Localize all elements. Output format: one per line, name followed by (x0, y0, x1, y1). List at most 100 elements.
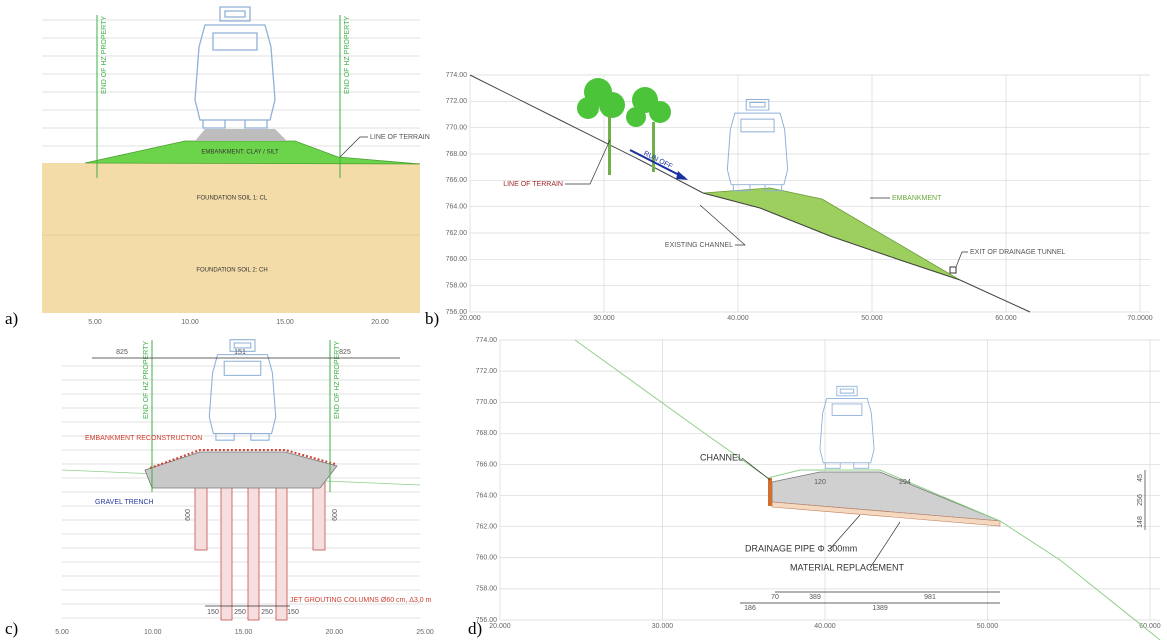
x-tick-label: 15.00 (235, 629, 253, 636)
x-tick-label: 50.000 (977, 623, 999, 630)
y-tick-label: 764.00 (446, 204, 468, 211)
reconstruction-label: EMBANKMENT RECONSTRUCTION (85, 435, 202, 442)
ballast (195, 129, 287, 141)
trench-label: GRAVEL TRENCH (95, 499, 154, 506)
runoff-arrowhead (676, 171, 688, 180)
terrain-line (469, 74, 1031, 313)
panel-label: d) (468, 619, 482, 638)
y-tick-label: 762.00 (476, 524, 498, 531)
dimension: 389 (809, 594, 821, 601)
panel-d: 774.00 772.00 770.00 768.00 766.00 764.00 762.… (468, 337, 1161, 641)
panel-b: 774.00 772.00 770.00 768.00 766.00 764.00 762.… (425, 72, 1153, 328)
y-tick-label: 768.00 (476, 430, 498, 437)
y-tick-label: 766.00 (476, 461, 498, 468)
panel-c: 5.00 10.00 15.00 20.00 25.00 END OF HZ PROPE… (5, 339, 434, 638)
x-tick-label: 50.000 (861, 315, 883, 322)
panel-label: a) (5, 309, 18, 328)
dimension: 120 (814, 479, 826, 486)
soil-label: FOUNDATION SOIL 1: CL (197, 196, 268, 202)
grid: 5.00 10.00 15.00 20.00 25.00 (55, 365, 434, 636)
leader (955, 251, 968, 268)
property-label: END OF HZ PROPERTY (344, 16, 351, 94)
embankment-label: EMBANKMENT: CLAY / SILT (201, 150, 279, 156)
x-tick-label: 5.00 (55, 629, 69, 636)
y-tick-label: 770.00 (446, 125, 468, 132)
x-tick-label: 20.00 (325, 629, 343, 636)
dimension: 294 (899, 479, 911, 486)
embankment-label: EMBANKMENT (892, 195, 942, 202)
terrain-label: LINE OF TERRAIN (503, 181, 563, 188)
dimension: 150 (207, 609, 219, 616)
dimension: 825 (116, 349, 128, 356)
y-tick-label: 768.00 (446, 151, 468, 158)
foundation-soil (42, 163, 420, 313)
x-tick-label: 60.000 (1139, 623, 1161, 630)
x-tick-label: 30.000 (593, 315, 615, 322)
panel-a: 5.00 10.00 15.00 20.00 END OF HZ PROPERTY E… (5, 6, 430, 328)
y-tick-label: 758.00 (476, 586, 498, 593)
leader (829, 514, 861, 550)
y-tick-label: 772.00 (446, 98, 468, 105)
property-label: END OF HZ PROPERTY (334, 341, 341, 419)
y-tick-label: 766.00 (446, 177, 468, 184)
soil-label: FOUNDATION SOIL 2: CH (196, 268, 267, 274)
x-tick-label: 40.000 (814, 623, 836, 630)
dimension: 250 (234, 609, 246, 616)
dimension: 45 (1137, 474, 1144, 482)
x-tick-label: 15.00 (276, 319, 294, 326)
embankment (84, 140, 421, 165)
columns-label: JET GROUTING COLUMNS Ø60 cm, Δ3,0 m (290, 597, 432, 604)
y-tick-label: 764.00 (476, 492, 498, 499)
x-tick-label: 20.00 (371, 319, 389, 326)
x-tick-label: 20.000 (489, 623, 511, 630)
x-tick-label: 20.000 (459, 315, 481, 322)
panel-label: c) (5, 619, 18, 638)
leader (339, 136, 368, 158)
dimension: 1389 (872, 605, 888, 612)
runoff-arrow (629, 149, 686, 179)
panel-label: b) (425, 309, 439, 328)
vehicle (726, 98, 789, 192)
channel-label: CHANNEL (700, 452, 743, 462)
dimension: 70 (771, 594, 779, 601)
channel (768, 478, 772, 506)
dimension: 600 (332, 509, 339, 521)
leader (741, 457, 771, 481)
embankment (144, 451, 338, 489)
x-tick-label: 10.00 (181, 319, 199, 326)
replacement-label: MATERIAL REPLACEMENT (790, 562, 905, 572)
leader (565, 139, 611, 185)
dimension: 186 (744, 605, 756, 612)
runoff-label: RUN OFF (642, 150, 673, 170)
dimension: 600 (185, 509, 192, 521)
y-tick-label: 756.00 (446, 309, 468, 316)
x-tick-label: 70.0000 (1127, 315, 1152, 322)
tunnel-exit (949, 266, 957, 274)
jet-columns (194, 477, 326, 621)
x-tick-label: 10.00 (144, 629, 162, 636)
grid: 774.00 772.00 770.00 768.00 766.00 764.00 762.… (446, 72, 1153, 322)
dimension: 256 (1137, 494, 1144, 506)
y-tick-label: 760.00 (446, 256, 468, 263)
terrain-line (574, 339, 1161, 641)
dimension: 148 (1137, 516, 1144, 528)
y-tick-label: 758.00 (446, 283, 468, 290)
x-tick-label: 5.00 (88, 319, 102, 326)
property-label: END OF HZ PROPERTY (143, 341, 150, 419)
y-tick-label: 772.00 (476, 368, 498, 375)
dimension: 981 (924, 594, 936, 601)
dimension: 825 (339, 349, 351, 356)
exit-label: EXIT OF DRAINAGE TUNNEL (970, 249, 1066, 256)
y-tick-label: 774.00 (476, 337, 498, 344)
dimension: 250 (261, 609, 273, 616)
leader (869, 521, 901, 569)
terrain-label: LINE OF TERRAIN (370, 134, 430, 141)
channel-label: EXISTING CHANNEL (665, 242, 733, 249)
y-tick-label: 774.00 (446, 72, 468, 79)
trees (577, 78, 671, 175)
y-tick-label: 760.00 (476, 555, 498, 562)
dimension: 151 (234, 349, 246, 356)
pipe-label: DRAINAGE PIPE Φ 300mm (745, 543, 857, 553)
dimension: 150 (287, 609, 299, 616)
